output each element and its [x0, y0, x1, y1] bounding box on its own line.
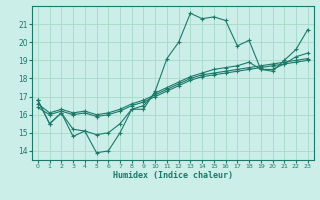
X-axis label: Humidex (Indice chaleur): Humidex (Indice chaleur) [113, 171, 233, 180]
